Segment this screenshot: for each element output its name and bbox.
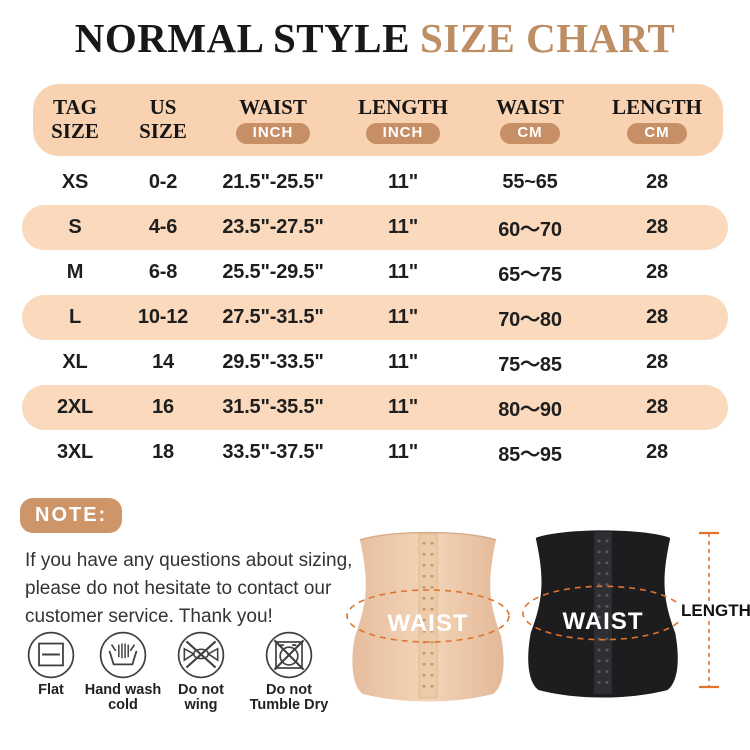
cell-waist-cm: 80〜90: [498, 399, 562, 421]
cell-waist-inch: 29.5"-33.5": [222, 351, 324, 373]
cell-waist-cm: 75〜85: [498, 354, 562, 376]
note-line: customer service. Thank you!: [25, 606, 273, 627]
cell-waist-inch: 23.5"-27.5": [222, 216, 324, 238]
col-header-tag-size: TAG SIZE: [51, 95, 99, 143]
table-row-s: S 4-6 23.5"-27.5" 11" 60〜70 28: [22, 205, 728, 250]
waist-trainer-black-figure: WAIST: [519, 522, 687, 702]
do-not-wring-icon: [177, 631, 225, 679]
unit-pill-inch: INCH: [235, 123, 311, 145]
length-measure-label: LENGTH: [679, 601, 750, 621]
do-not-tumble-dry-icon: [265, 631, 313, 679]
length-dimension-line: [699, 531, 719, 689]
cell-waist-inch: 27.5"-31.5": [222, 306, 324, 328]
cell-waist-cm: 60〜70: [498, 219, 562, 241]
table-row-3xl: 3XL 18 33.5"-37.5" 11" 85〜95 28: [22, 430, 728, 475]
cell-length-cm: 28: [646, 306, 668, 328]
table-row-xl: XL 14 29.5"-33.5" 11" 75〜85 28: [22, 340, 728, 385]
col-header-length-cm: LENGTH CM: [591, 95, 723, 145]
cell-length-inch: 11": [387, 351, 419, 373]
title-accent: SIZE CHART: [419, 15, 676, 61]
care-label: Do not wing: [178, 682, 224, 713]
cell-waist-inch: 33.5"-37.5": [222, 441, 324, 463]
cell-length-cm: 28: [646, 351, 668, 373]
waist-measure-label: WAIST: [562, 608, 644, 635]
cell-waist-inch: 21.5"-25.5": [222, 171, 324, 193]
cell-length-cm: 28: [646, 171, 668, 193]
cell-tag: M: [66, 261, 84, 283]
cell-us: 14: [152, 351, 174, 373]
cell-length-cm: 28: [646, 396, 668, 418]
care-instructions: Flat Hand wash cold: [20, 630, 340, 713]
cell-us: 10-12: [137, 306, 189, 328]
table-row-l: L 10-12 27.5"-31.5" 11" 70〜80 28: [22, 295, 728, 340]
cell-waist-inch: 25.5"-29.5": [222, 261, 324, 283]
cell-length-inch: 11": [387, 171, 419, 193]
unit-pill-cm: CM: [500, 123, 560, 145]
table-row-xs: XS 0-2 21.5"-25.5" 11" 55~65 28: [22, 160, 728, 205]
col-header-waist-inch: WAIST INCH: [209, 95, 337, 145]
cell-tag: 2XL: [56, 396, 94, 418]
table-row-2xl: 2XL 16 31.5"-35.5" 11" 80〜90 28: [22, 385, 728, 430]
col-header-length-inch: LENGTH INCH: [337, 95, 469, 145]
cell-us: 0-2: [148, 171, 178, 193]
cell-length-inch: 11": [387, 441, 419, 463]
care-item-dry-flat: Flat: [20, 630, 82, 713]
cell-waist-cm: 55~65: [502, 171, 558, 193]
unit-pill-cm: CM: [627, 123, 687, 145]
note-line: please do not hesitate to contact our: [25, 578, 332, 599]
cell-tag: 3XL: [56, 441, 94, 463]
cell-length-cm: 28: [646, 441, 668, 463]
note-badge: NOTE:: [20, 498, 123, 533]
unit-pill-inch: INCH: [365, 123, 441, 145]
col-header-us-size: US SIZE: [139, 95, 187, 143]
black-corset-illustration: [522, 530, 684, 698]
cell-us: 16: [152, 396, 174, 418]
beige-corset-illustration: [346, 531, 510, 702]
care-item-hand-wash-cold: Hand wash cold: [82, 630, 164, 713]
cell-tag: S: [68, 216, 82, 238]
cell-waist-cm: 85〜95: [498, 444, 562, 466]
cell-waist-inch: 31.5"-35.5": [222, 396, 324, 418]
cell-length-inch: 11": [387, 261, 419, 283]
cell-us: 18: [152, 441, 174, 463]
cell-us: 6-8: [148, 261, 178, 283]
waist-measure-label: WAIST: [387, 610, 469, 637]
cell-waist-cm: 70〜80: [498, 309, 562, 331]
table-row-m: M 6-8 25.5"-29.5" 11" 65〜75 28: [22, 250, 728, 295]
care-label: Do not Tumble Dry: [249, 682, 329, 713]
care-item-do-not-wring: Do not wing: [164, 630, 238, 713]
hand-wash-icon: [99, 631, 147, 679]
care-item-do-not-tumble-dry: Do not Tumble Dry: [238, 630, 340, 713]
cell-length-cm: 28: [646, 216, 668, 238]
cell-waist-cm: 65〜75: [498, 264, 562, 286]
table-header: TAG SIZE US SIZE WAIST INCH LENGTH INCH …: [33, 84, 723, 156]
cell-us: 4-6: [148, 216, 178, 238]
waist-trainer-beige-figure: WAIST: [344, 524, 512, 706]
cell-length-inch: 11": [387, 306, 419, 328]
cell-length-inch: 11": [387, 216, 419, 238]
col-header-waist-cm: WAIST CM: [469, 95, 591, 145]
cell-length-inch: 11": [387, 396, 419, 418]
care-label: Hand wash cold: [84, 682, 162, 713]
cell-tag: XS: [61, 171, 89, 193]
note-text: If you have any questions about sizing, …: [25, 547, 365, 631]
cell-tag: XL: [62, 351, 88, 373]
title-main: NORMAL STYLE: [74, 15, 410, 61]
table-rows: XS 0-2 21.5"-25.5" 11" 55~65 28 S 4-6 23.5"-27.5…: [22, 160, 728, 475]
cell-length-cm: 28: [646, 261, 668, 283]
page-title: NORMAL STYLE SIZE CHART: [0, 14, 750, 62]
care-label: Flat: [38, 682, 64, 698]
cell-tag: L: [68, 306, 82, 328]
note-line: If you have any questions about sizing,: [25, 550, 353, 571]
dry-flat-icon: [27, 631, 75, 679]
